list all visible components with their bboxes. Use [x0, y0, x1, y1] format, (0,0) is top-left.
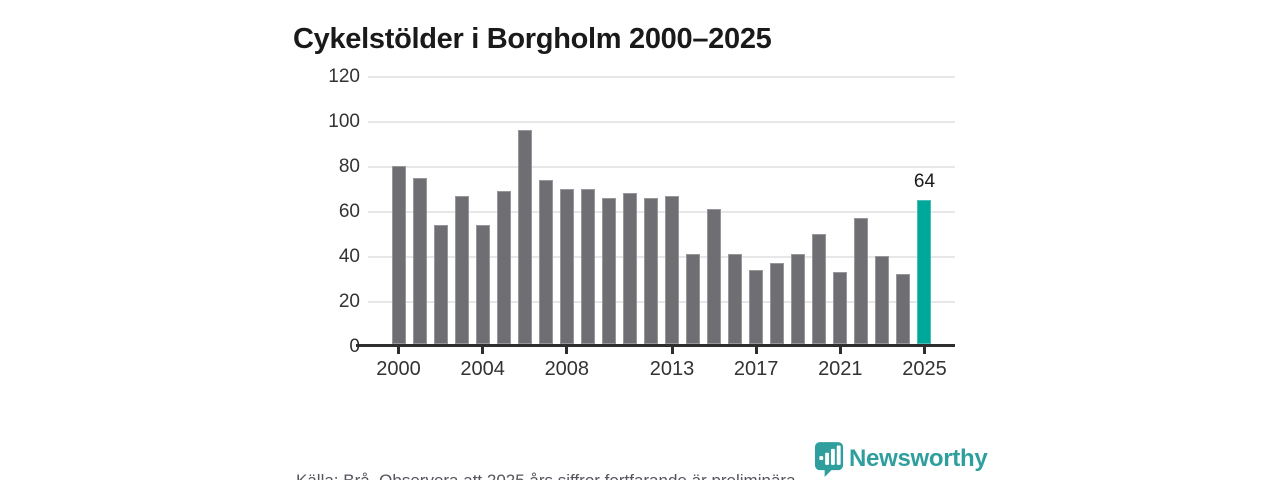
x-axis-tick [481, 347, 485, 354]
bar-2015 [706, 209, 721, 344]
x-axis-tick-label: 2004 [460, 358, 505, 380]
bar-slot-2010 [598, 77, 619, 344]
bar-slot-2012 [640, 77, 661, 344]
bar-2002 [433, 224, 448, 344]
bar-slot-2005 [493, 77, 514, 344]
bar-slot-2016 [725, 77, 746, 344]
bar-2005 [496, 191, 511, 344]
x-axis-line [368, 344, 955, 347]
bar-slot-2011 [619, 77, 640, 344]
bar-slot-2008 [556, 77, 577, 344]
y-axis-tick-label: 0 [349, 336, 360, 357]
gridline [368, 301, 955, 303]
bar-2007 [538, 179, 553, 344]
newsworthy-shield-bar-chart-icon [814, 442, 844, 477]
y-axis-tick-label: 60 [338, 201, 360, 222]
y-axis-zero-tick [356, 344, 368, 347]
chart-title: Cykelstölder i Borgholm 2000–2025 [293, 23, 772, 56]
bar-2023 [875, 256, 890, 344]
bar-slot-2021 [830, 77, 851, 344]
bar-slot-2023 [872, 77, 893, 344]
bar-slot-2025 [914, 77, 935, 344]
x-axis-tick-label: 2017 [733, 358, 779, 380]
y-axis-tick-label: 20 [338, 291, 360, 312]
bar-slot-2006 [514, 77, 535, 344]
bar-2019 [791, 254, 806, 344]
bar-2003 [454, 195, 469, 344]
x-axis-labels: 2000 2004 2008 2013 2017 2021 2025 [368, 357, 955, 387]
bar-2012 [643, 197, 658, 344]
bar-2016 [728, 254, 743, 344]
bar-2009 [580, 188, 595, 344]
bar-2020 [812, 233, 827, 344]
bar-slot-2001 [409, 77, 430, 344]
bar-2000 [391, 166, 406, 344]
bar-slot-2015 [703, 77, 724, 344]
bars-container [388, 77, 935, 344]
gridline [368, 76, 955, 78]
bar-slot-2000 [388, 77, 409, 344]
x-axis-tick [397, 347, 401, 354]
y-axis-tick-label: 80 [338, 156, 360, 177]
bar-slot-2022 [851, 77, 872, 344]
x-axis-tick [670, 347, 674, 354]
bar-2018 [770, 263, 785, 344]
newsworthy-logo: Newsworthy [814, 441, 988, 478]
bar-2021 [833, 272, 848, 344]
bar-2004 [475, 224, 490, 344]
x-axis-tick-label: 2013 [649, 358, 695, 380]
gridline [368, 256, 955, 258]
bar-value-label: 64 [913, 171, 936, 192]
x-axis-tick [754, 347, 758, 354]
x-axis-tick-label: 2008 [544, 358, 590, 380]
y-axis-tick-label: 40 [338, 246, 360, 267]
bar-slot-2014 [682, 77, 703, 344]
source-note: Källa: Brå. Observera att 2025 års siffr… [296, 471, 800, 480]
bar-slot-2002 [430, 77, 451, 344]
bar-slot-2024 [893, 77, 914, 344]
x-axis-tick [565, 347, 569, 354]
bar-2011 [622, 193, 637, 344]
bar-slot-2013 [661, 77, 682, 344]
x-axis-tick-label: 2000 [376, 358, 421, 380]
bar-slot-2019 [788, 77, 809, 344]
x-axis-tick [838, 347, 842, 354]
bar-2017 [749, 269, 764, 344]
gridline [368, 211, 955, 213]
bar-slot-2017 [746, 77, 767, 344]
x-axis-tick-label: 2021 [818, 358, 863, 380]
bar-slot-2020 [809, 77, 830, 344]
bar-2010 [601, 197, 616, 344]
gridline [368, 166, 955, 168]
bar-slot-2007 [535, 77, 556, 344]
bar-slot-2009 [577, 77, 598, 344]
bar-2001 [412, 177, 427, 344]
plot-area: 64 [356, 76, 955, 354]
x-axis-tick [922, 347, 926, 354]
bar-2013 [664, 195, 679, 344]
gridline [368, 121, 955, 123]
bar-2014 [685, 254, 700, 344]
bar-2024 [896, 274, 911, 344]
bar-slot-2018 [767, 77, 788, 344]
bar-2025 [917, 200, 932, 344]
newsworthy-logo-text: Newsworthy [849, 445, 988, 472]
y-axis-tick-label: 100 [328, 111, 360, 132]
bar-slot-2004 [472, 77, 493, 344]
y-axis-tick-label: 120 [328, 66, 360, 87]
bar-2008 [559, 188, 574, 344]
bar-slot-2003 [451, 77, 472, 344]
bar-2022 [854, 218, 869, 344]
bar-2006 [517, 130, 532, 344]
x-axis-tick-label: 2025 [902, 358, 947, 380]
y-axis-labels: 0 20 40 60 80 100 120 [290, 66, 360, 357]
